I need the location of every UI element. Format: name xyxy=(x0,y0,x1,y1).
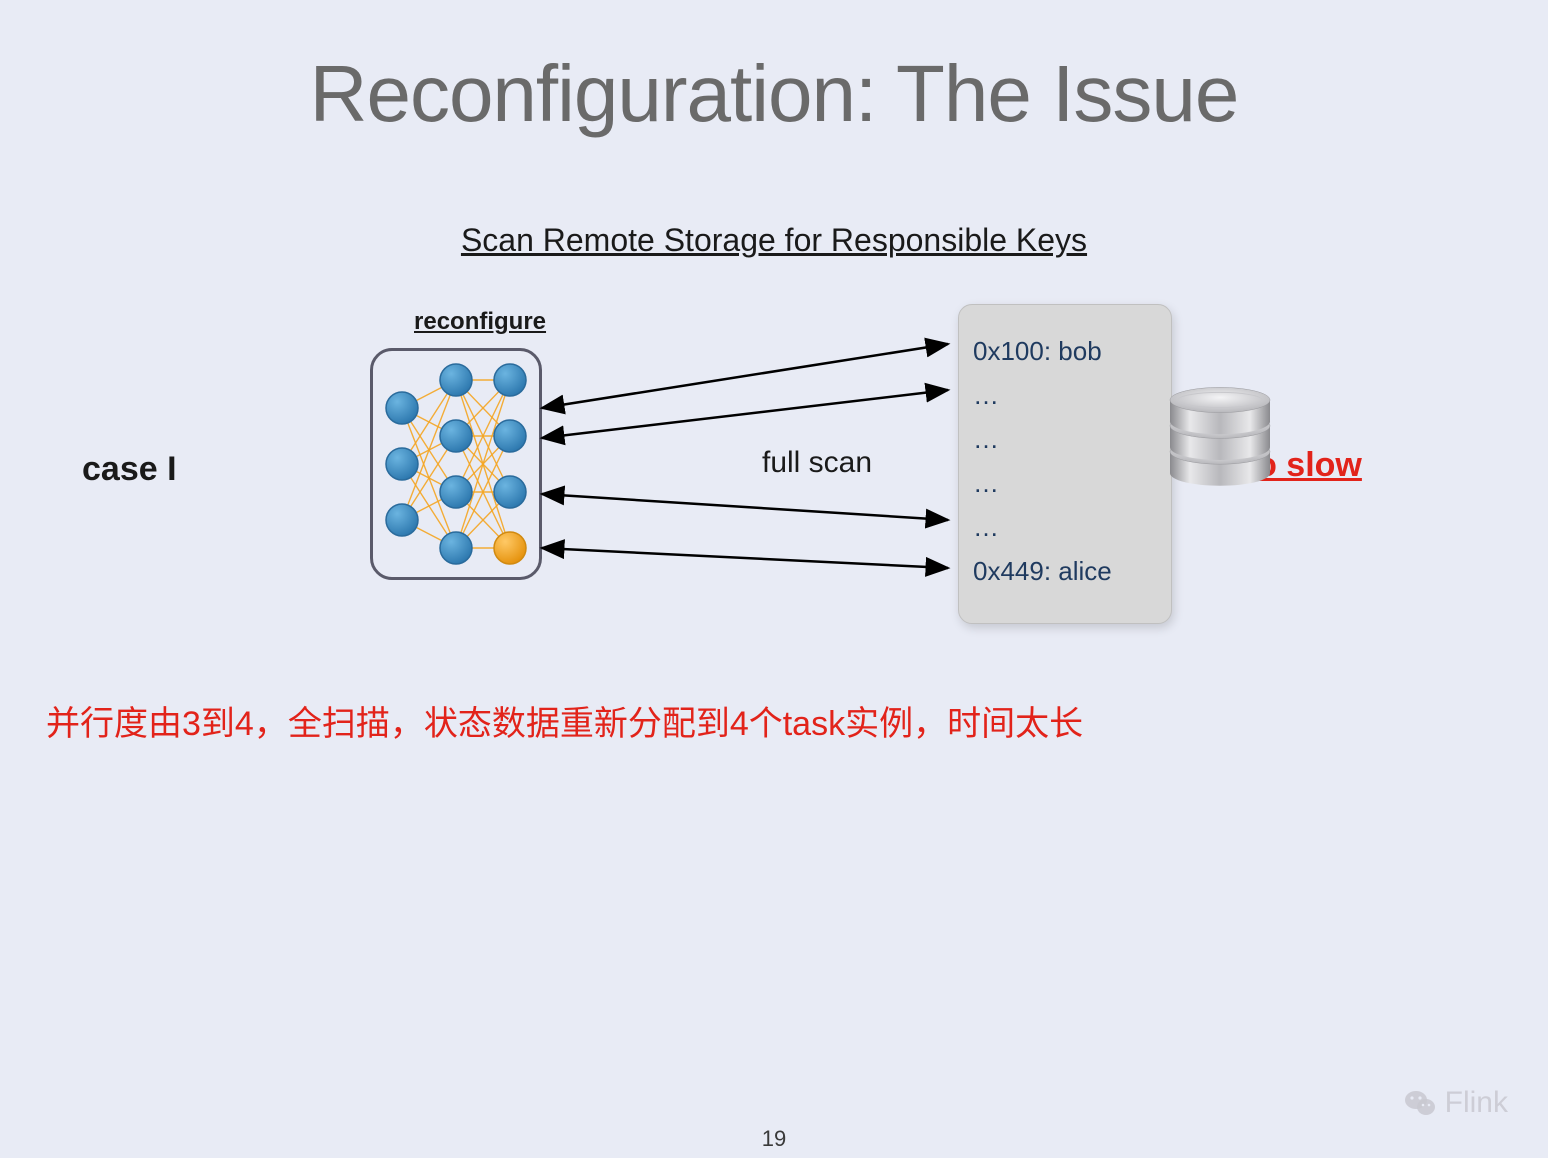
reconfigure-label: reconfigure xyxy=(414,308,546,336)
page-number: 19 xyxy=(0,1126,1548,1152)
slide-title: Reconfiguration: The Issue xyxy=(0,48,1548,140)
tooslow-label: too slow xyxy=(1224,446,1362,485)
remote-storage-box: 0x100: bob … … … … 0x449: alice xyxy=(958,304,1172,624)
remote-entry: … xyxy=(973,417,1157,461)
remote-entry: … xyxy=(973,373,1157,417)
annotation-text: 并行度由3到4，全扫描，状态数据重新分配到4个task实例，时间太长 xyxy=(46,696,1506,745)
watermark-text: Flink xyxy=(1445,1086,1508,1120)
watermark: Flink xyxy=(1403,1086,1508,1120)
remote-entry: … xyxy=(973,461,1157,505)
scan-arrows xyxy=(542,344,948,568)
remote-entry: … xyxy=(973,505,1157,549)
diagram-overlay xyxy=(0,0,1548,1158)
network-box xyxy=(370,348,542,580)
fullscan-label: full scan xyxy=(762,446,872,480)
remote-entry: 0x449: alice xyxy=(973,549,1157,593)
case-label: case I xyxy=(82,450,177,489)
wechat-icon xyxy=(1403,1086,1437,1120)
remote-entry: 0x100: bob xyxy=(973,329,1157,373)
slide-subtitle: Scan Remote Storage for Responsible Keys xyxy=(0,222,1548,259)
